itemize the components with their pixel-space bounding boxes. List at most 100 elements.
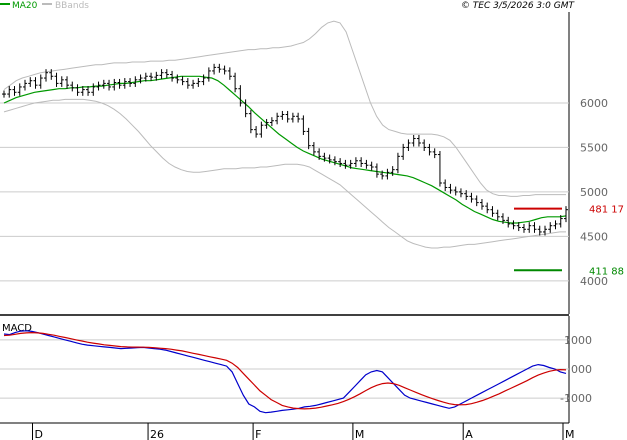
price-bar-87 <box>458 188 463 198</box>
macd-grid <box>0 339 569 399</box>
price-bar-40 <box>212 63 217 75</box>
price-bar-17 <box>91 83 96 96</box>
price-bar-35 <box>185 78 190 89</box>
price-bar-94 <box>495 209 500 221</box>
price-bar-23 <box>122 78 127 89</box>
price-bar-38 <box>201 74 206 86</box>
price-bar-4 <box>23 79 28 91</box>
price-bar-6 <box>33 77 38 89</box>
price-bar-34 <box>180 76 185 86</box>
price-bar-3 <box>17 83 22 96</box>
price-bar-57 <box>301 115 306 135</box>
price-bar-89 <box>469 192 474 203</box>
price-bar-107 <box>564 206 568 223</box>
price-grid <box>0 102 569 282</box>
price-bar-50 <box>264 118 269 129</box>
price-tick-label-1: 4500 <box>580 230 608 243</box>
price-bar-37 <box>196 78 201 87</box>
price-bar-46 <box>243 99 248 118</box>
price-bar-30 <box>159 69 164 79</box>
price-bar-60 <box>317 148 322 160</box>
price-bar-56 <box>296 112 301 123</box>
date-tick-label-0: D <box>35 428 43 440</box>
macd-tick-label-1: 000 <box>571 363 592 376</box>
price-bar-55 <box>290 112 295 123</box>
price-bar-85 <box>448 183 453 194</box>
price-bar-82 <box>432 148 437 159</box>
ma20-line <box>3 75 567 224</box>
price-bar-21 <box>112 78 117 91</box>
date-tick-label-4: A <box>465 428 473 440</box>
price-bar-31 <box>164 69 169 79</box>
price-bar-24 <box>128 78 133 87</box>
price-bar-66 <box>348 159 353 169</box>
price-bar-1 <box>7 86 12 98</box>
price-bar-69 <box>364 159 369 169</box>
price-bar-49 <box>259 121 264 138</box>
price-bar-54 <box>285 110 290 123</box>
price-bar-28 <box>149 72 154 81</box>
date-tick-label-3: M <box>355 428 365 440</box>
price-bar-77 <box>406 139 411 151</box>
price-tick-label-0: 4000 <box>580 275 608 288</box>
price-bar-19 <box>101 79 106 89</box>
price-bar-25 <box>133 76 138 87</box>
price-bar-65 <box>343 159 348 169</box>
price-bars-layer <box>2 63 568 236</box>
price-bar-105 <box>553 220 558 230</box>
macd-panel-label: MACD <box>2 323 32 334</box>
price-bar-76 <box>401 143 406 160</box>
price-bar-90 <box>474 195 479 207</box>
price-bar-9 <box>49 69 54 80</box>
price-bar-104 <box>548 222 553 233</box>
price-bar-93 <box>490 206 495 217</box>
legend-bb-label: BBands <box>55 1 89 11</box>
price-bar-75 <box>395 152 400 174</box>
price-bar-47 <box>248 110 253 134</box>
date-axis: D 26 F M A M <box>32 423 574 440</box>
price-bar-91 <box>479 199 484 210</box>
level-label-support: 411 88 <box>589 266 624 277</box>
price-bar-44 <box>233 72 238 93</box>
price-bar-32 <box>170 70 175 82</box>
price-bar-86 <box>453 186 458 196</box>
price-bar-22 <box>117 78 122 89</box>
price-bar-58 <box>306 127 311 150</box>
price-bar-64 <box>338 158 343 168</box>
price-bar-59 <box>311 142 316 156</box>
price-bar-14 <box>75 84 80 96</box>
price-bar-48 <box>254 126 259 138</box>
price-bar-43 <box>227 67 232 80</box>
price-bar-15 <box>80 86 85 96</box>
price-bar-99 <box>521 223 526 233</box>
macd-axis: 1000 000 -1000 <box>560 334 592 405</box>
price-bar-51 <box>269 117 274 127</box>
price-tick-label-3: 5500 <box>580 141 608 154</box>
price-bar-68 <box>359 157 364 168</box>
price-bar-98 <box>516 222 521 232</box>
price-bar-100 <box>527 222 532 233</box>
price-bar-95 <box>500 213 505 224</box>
price-bar-63 <box>332 156 337 166</box>
price-bar-8 <box>44 69 49 82</box>
price-bar-74 <box>390 166 395 176</box>
price-bar-39 <box>206 67 211 82</box>
levels-layer: 481 17 411 88 <box>514 205 624 277</box>
price-bar-45 <box>238 85 243 107</box>
ma20-layer <box>3 75 567 224</box>
price-bar-2 <box>12 86 17 96</box>
legend-ma-label: MA20 <box>12 1 38 11</box>
price-bar-11 <box>59 76 64 87</box>
price-bar-88 <box>464 190 469 200</box>
price-bar-71 <box>374 163 379 178</box>
price-bar-73 <box>385 168 390 180</box>
price-bar-92 <box>485 202 490 214</box>
price-bar-101 <box>532 222 537 233</box>
price-bar-5 <box>28 77 33 87</box>
price-axis: 4000 4500 5000 5500 6000 <box>580 97 608 288</box>
macd-series-signal <box>3 331 567 410</box>
price-bar-106 <box>558 215 563 228</box>
price-bar-72 <box>380 170 385 180</box>
